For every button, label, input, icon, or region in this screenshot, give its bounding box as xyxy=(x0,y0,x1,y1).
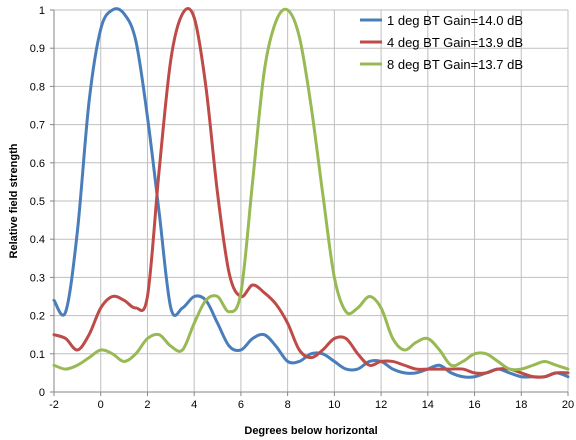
y-tick-label: 0.2 xyxy=(30,311,45,323)
x-tick-label: 14 xyxy=(422,399,434,411)
x-tick-label: -2 xyxy=(49,399,59,411)
series-line-3 xyxy=(52,7,570,372)
y-tick-label: 0.6 xyxy=(30,158,45,170)
y-tick-label: 0 xyxy=(39,387,45,399)
y-axis-label: Relative field strength xyxy=(8,143,20,258)
y-tick-label: 0.9 xyxy=(30,43,45,55)
series-lines xyxy=(52,7,570,379)
legend: 1 deg BT Gain=14.0 dB 4 deg BT Gain=13.9 … xyxy=(360,13,523,72)
y-tick-label: 0.4 xyxy=(30,234,45,246)
y-tick-label: 0.8 xyxy=(30,81,45,93)
y-tick-label: 0.5 xyxy=(30,196,45,208)
x-tick-label: 6 xyxy=(238,399,244,411)
y-tick-labels: 0 0.1 0.2 0.3 0.4 0.5 0.6 0.7 0.8 0.9 1 xyxy=(30,5,45,399)
legend-label: 4 deg BT Gain=13.9 dB xyxy=(387,35,523,50)
x-tick-label: 0 xyxy=(98,399,104,411)
y-tick-label: 0.1 xyxy=(30,349,45,361)
x-axis-label: Degrees below horizontal xyxy=(244,425,377,437)
x-tick-label: 10 xyxy=(328,399,340,411)
x-tick-label: 8 xyxy=(285,399,291,411)
x-tick-label: 18 xyxy=(515,399,527,411)
axes xyxy=(50,9,569,396)
x-tick-label: 2 xyxy=(144,399,150,411)
x-tick-label: 20 xyxy=(562,399,574,411)
legend-label: 8 deg BT Gain=13.7 dB xyxy=(387,57,523,72)
x-tick-label: 4 xyxy=(191,399,197,411)
x-tick-label: 16 xyxy=(468,399,480,411)
y-tick-label: 1 xyxy=(39,5,45,17)
series-line-2 xyxy=(52,7,570,379)
series-line-1 xyxy=(52,7,570,379)
y-tick-label: 0.3 xyxy=(30,272,45,284)
x-tick-labels: -2 0 2 4 6 8 10 12 14 16 18 20 xyxy=(49,399,574,411)
y-tick-label: 0.7 xyxy=(30,120,45,132)
x-tick-label: 12 xyxy=(375,399,387,411)
legend-label: 1 deg BT Gain=14.0 dB xyxy=(387,13,523,28)
